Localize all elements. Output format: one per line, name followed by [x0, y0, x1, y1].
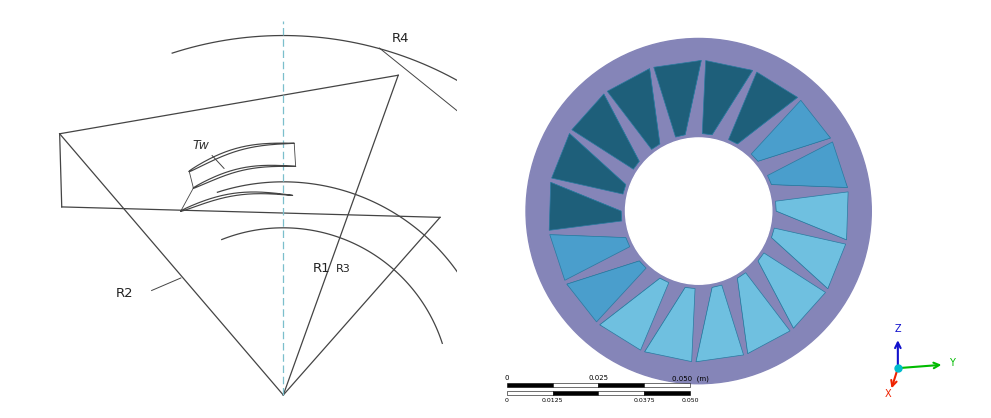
Polygon shape: [769, 178, 847, 188]
Polygon shape: [703, 61, 752, 135]
Polygon shape: [568, 133, 625, 191]
Polygon shape: [737, 273, 790, 354]
Text: 0: 0: [505, 398, 508, 403]
Circle shape: [625, 138, 772, 284]
Polygon shape: [776, 205, 846, 240]
Polygon shape: [728, 72, 798, 144]
Text: R1: R1: [312, 262, 330, 275]
Polygon shape: [549, 182, 621, 230]
Polygon shape: [679, 61, 702, 136]
Polygon shape: [600, 278, 666, 328]
Bar: [553, 383, 599, 387]
Text: Z: Z: [894, 324, 901, 334]
Polygon shape: [731, 94, 798, 144]
Text: 0: 0: [504, 375, 509, 381]
Polygon shape: [572, 94, 639, 169]
Polygon shape: [754, 133, 830, 161]
Polygon shape: [706, 69, 752, 135]
Polygon shape: [551, 182, 621, 217]
Polygon shape: [654, 61, 702, 137]
Circle shape: [526, 38, 871, 384]
Text: 0.0375: 0.0375: [633, 398, 655, 403]
Polygon shape: [776, 192, 848, 240]
Text: 0.0125: 0.0125: [542, 398, 564, 403]
Polygon shape: [645, 288, 695, 362]
Polygon shape: [696, 286, 718, 362]
Bar: [506, 391, 553, 395]
Bar: [553, 391, 599, 395]
Bar: [599, 383, 644, 387]
Polygon shape: [758, 253, 826, 328]
Text: R2: R2: [116, 287, 134, 300]
Polygon shape: [751, 100, 830, 161]
Polygon shape: [772, 228, 845, 289]
Text: 0.050: 0.050: [681, 398, 699, 403]
Polygon shape: [550, 234, 629, 280]
Text: R4: R4: [392, 32, 409, 45]
Bar: [644, 391, 690, 395]
Polygon shape: [644, 69, 660, 147]
Text: Y: Y: [949, 357, 955, 367]
Polygon shape: [768, 142, 847, 188]
Polygon shape: [607, 69, 660, 150]
Text: 0.050  (m): 0.050 (m): [672, 375, 709, 382]
Text: 0.025: 0.025: [589, 375, 608, 381]
Text: X: X: [885, 389, 891, 399]
Bar: [599, 391, 644, 395]
Bar: [644, 383, 690, 387]
Polygon shape: [772, 232, 829, 289]
Polygon shape: [552, 133, 625, 194]
Polygon shape: [645, 288, 692, 353]
Bar: [506, 383, 553, 387]
Polygon shape: [737, 275, 753, 354]
Text: Tw: Tw: [192, 139, 209, 152]
Polygon shape: [600, 278, 669, 350]
Text: R3: R3: [336, 264, 350, 274]
Polygon shape: [696, 285, 743, 362]
Polygon shape: [550, 234, 628, 244]
Polygon shape: [567, 261, 643, 289]
Polygon shape: [758, 256, 798, 328]
Polygon shape: [567, 261, 646, 322]
Polygon shape: [600, 94, 639, 166]
